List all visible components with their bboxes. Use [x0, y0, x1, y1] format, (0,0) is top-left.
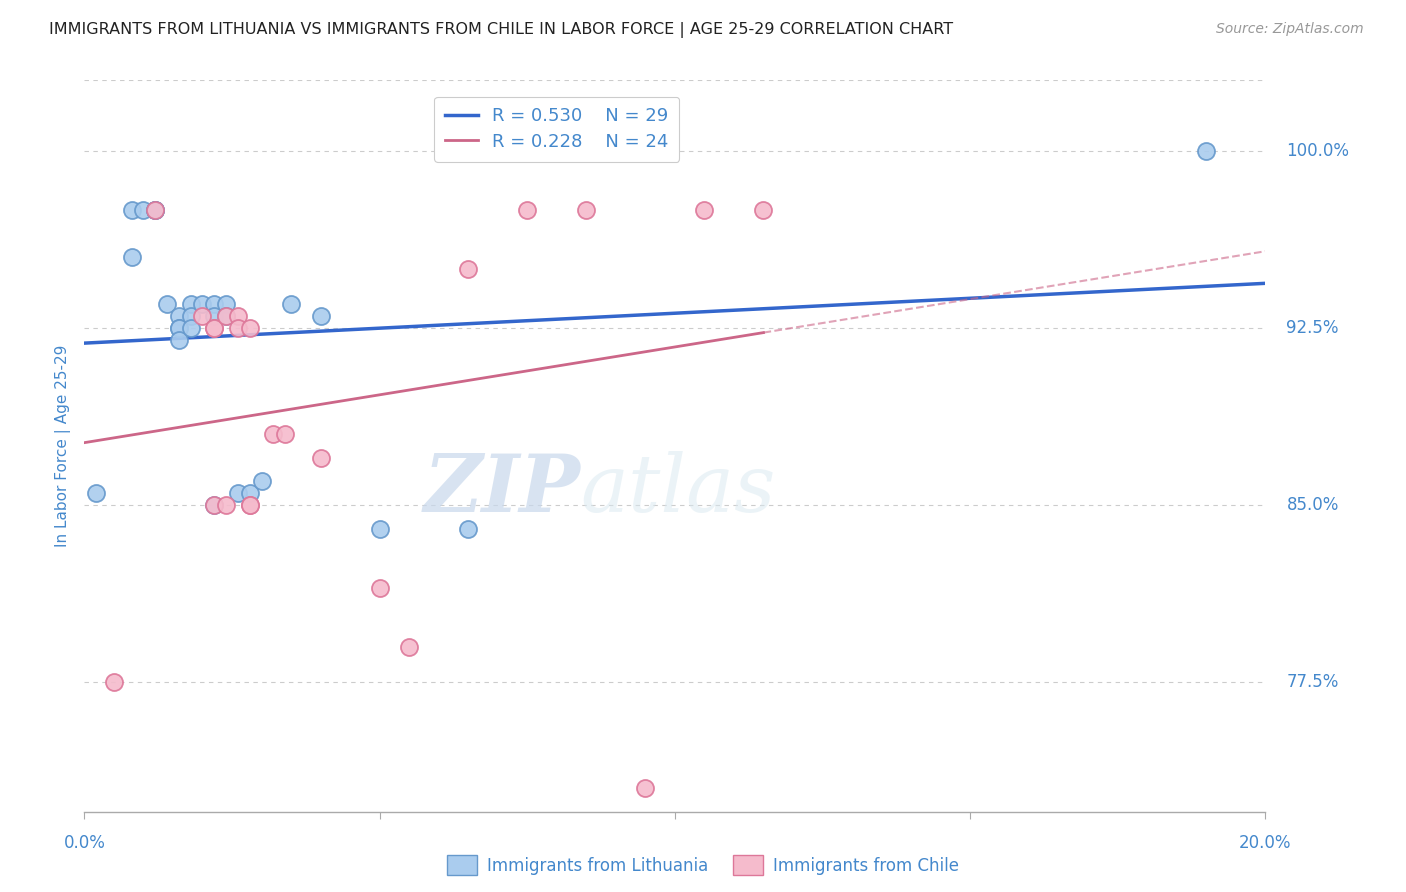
Point	[156, 297, 179, 311]
Point	[202, 321, 225, 335]
Point	[457, 522, 479, 536]
Point	[191, 297, 214, 311]
Point	[103, 675, 125, 690]
Point	[398, 640, 420, 654]
Point	[202, 498, 225, 512]
Point	[202, 498, 225, 512]
Point	[167, 321, 190, 335]
Point	[239, 498, 262, 512]
Point	[634, 781, 657, 796]
Point	[368, 522, 391, 536]
Point	[167, 310, 190, 324]
Text: atlas: atlas	[581, 451, 776, 529]
Text: ZIP: ZIP	[423, 451, 581, 529]
Point	[143, 202, 166, 217]
Point	[215, 310, 238, 324]
Point	[368, 581, 391, 595]
Text: 92.5%: 92.5%	[1286, 319, 1339, 337]
Text: 20.0%: 20.0%	[1239, 834, 1292, 852]
Point	[226, 321, 249, 335]
Point	[752, 202, 775, 217]
Point	[274, 427, 297, 442]
Point	[202, 321, 225, 335]
Point	[457, 262, 479, 277]
Point	[1195, 144, 1218, 158]
Point	[121, 250, 143, 264]
Point	[575, 202, 598, 217]
Point	[180, 297, 202, 311]
Legend: R = 0.530    N = 29, R = 0.228    N = 24: R = 0.530 N = 29, R = 0.228 N = 24	[434, 96, 679, 161]
Point	[280, 297, 302, 311]
Text: 85.0%: 85.0%	[1286, 496, 1339, 514]
Point	[167, 333, 190, 347]
Point	[132, 202, 155, 217]
Text: 77.5%: 77.5%	[1286, 673, 1339, 691]
Text: 100.0%: 100.0%	[1286, 142, 1350, 160]
Point	[516, 202, 538, 217]
Point	[226, 486, 249, 500]
Point	[202, 297, 225, 311]
Point	[143, 202, 166, 217]
Point	[143, 202, 166, 217]
Point	[202, 310, 225, 324]
Point	[143, 202, 166, 217]
Point	[239, 321, 262, 335]
Text: 0.0%: 0.0%	[63, 834, 105, 852]
Point	[250, 475, 273, 489]
Legend: Immigrants from Lithuania, Immigrants from Chile: Immigrants from Lithuania, Immigrants fr…	[440, 848, 966, 882]
Point	[309, 310, 332, 324]
Point	[262, 427, 284, 442]
Point	[239, 486, 262, 500]
Point	[215, 310, 238, 324]
Text: IMMIGRANTS FROM LITHUANIA VS IMMIGRANTS FROM CHILE IN LABOR FORCE | AGE 25-29 CO: IMMIGRANTS FROM LITHUANIA VS IMMIGRANTS …	[49, 22, 953, 38]
Point	[309, 450, 332, 465]
Point	[215, 498, 238, 512]
Point	[167, 321, 190, 335]
Point	[84, 486, 107, 500]
Point	[180, 321, 202, 335]
Point	[215, 297, 238, 311]
Point	[180, 310, 202, 324]
Y-axis label: In Labor Force | Age 25-29: In Labor Force | Age 25-29	[55, 345, 72, 547]
Text: Source: ZipAtlas.com: Source: ZipAtlas.com	[1216, 22, 1364, 37]
Point	[191, 310, 214, 324]
Point	[239, 498, 262, 512]
Point	[693, 202, 716, 217]
Point	[121, 202, 143, 217]
Point	[226, 310, 249, 324]
